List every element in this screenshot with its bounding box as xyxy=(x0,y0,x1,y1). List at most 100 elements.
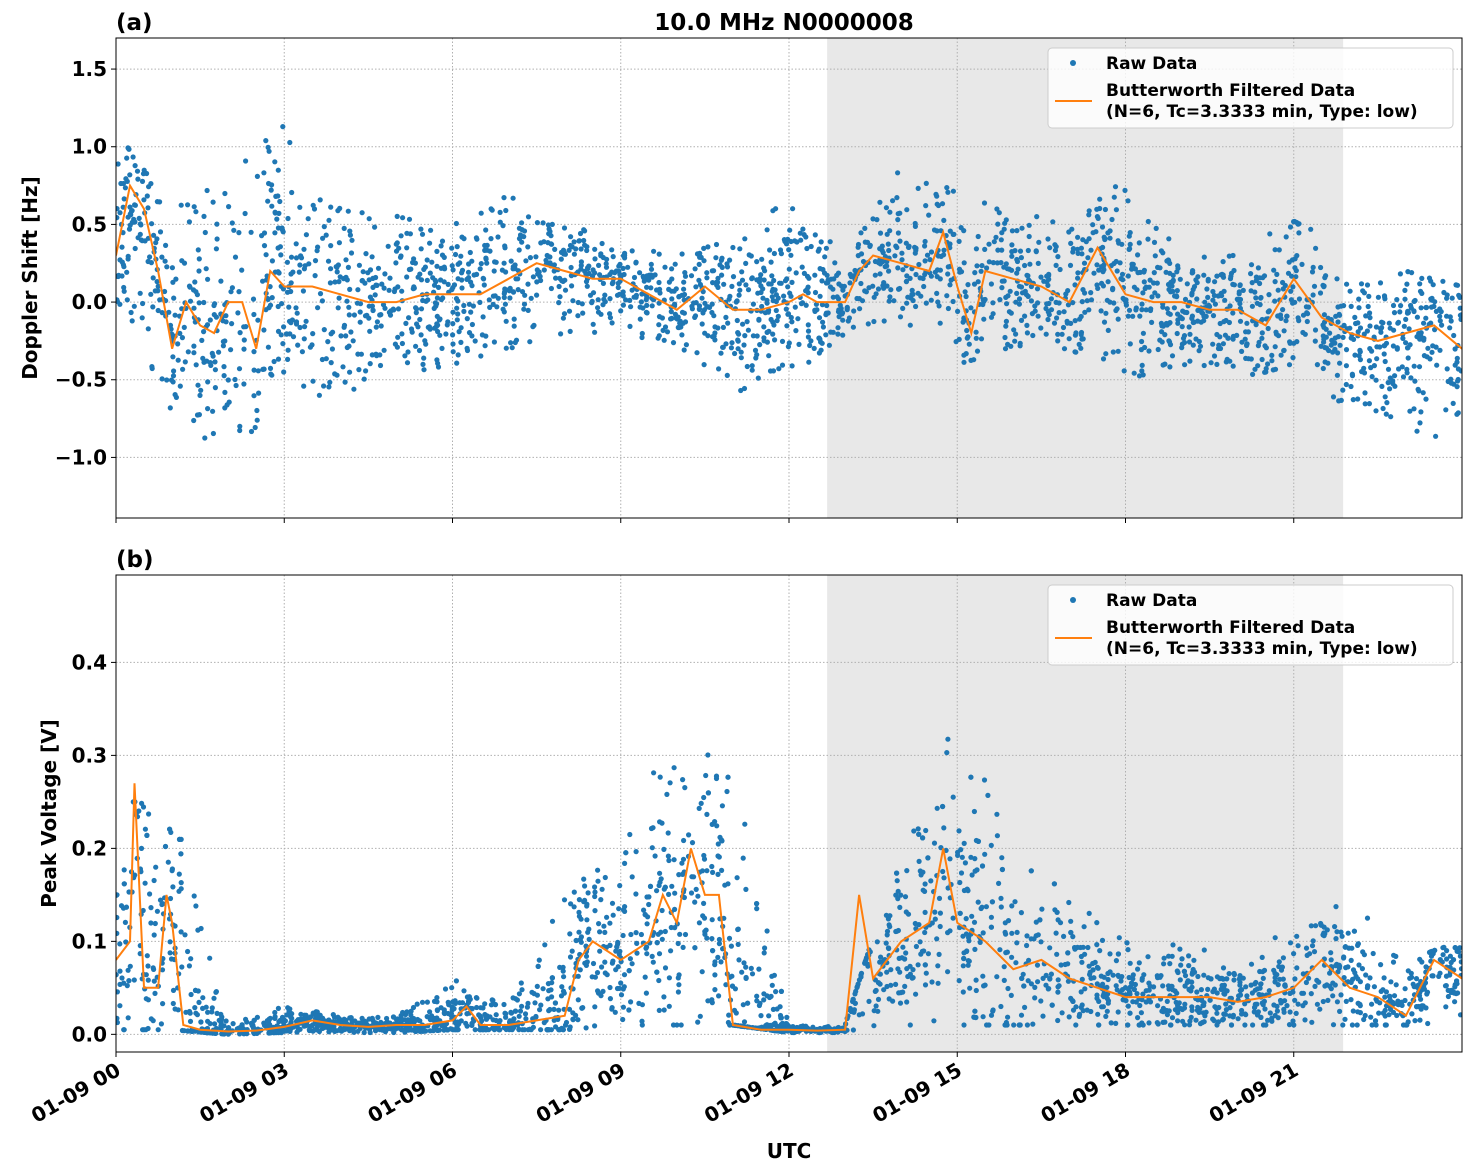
raw-data-point xyxy=(1135,270,1141,276)
raw-data-point xyxy=(317,197,323,203)
raw-data-point xyxy=(338,333,344,339)
raw-data-point xyxy=(1439,322,1445,328)
raw-data-point xyxy=(1137,313,1143,319)
raw-data-point xyxy=(1079,976,1085,983)
raw-data-point xyxy=(1160,362,1166,368)
raw-data-point xyxy=(1405,308,1411,314)
raw-data-point xyxy=(408,1027,415,1033)
raw-data-point xyxy=(885,241,891,247)
raw-data-point xyxy=(1190,286,1196,293)
raw-data-point xyxy=(656,251,662,257)
raw-data-point xyxy=(1338,303,1344,309)
raw-data-point xyxy=(132,202,138,208)
raw-data-point xyxy=(709,309,715,316)
raw-data-point xyxy=(363,251,369,257)
raw-data-point xyxy=(704,811,710,818)
raw-data-point xyxy=(1038,274,1044,280)
raw-data-point xyxy=(709,936,715,942)
raw-data-point xyxy=(435,1027,441,1033)
raw-data-point xyxy=(212,1021,218,1027)
raw-data-point xyxy=(1119,271,1126,277)
raw-data-point xyxy=(1016,296,1023,302)
raw-data-point xyxy=(955,308,961,314)
raw-data-point xyxy=(148,905,154,911)
raw-data-point xyxy=(503,207,509,214)
raw-data-point xyxy=(579,301,585,307)
raw-data-point xyxy=(232,254,239,260)
raw-data-point xyxy=(661,846,667,853)
raw-data-point xyxy=(941,247,947,253)
raw-data-point xyxy=(1249,280,1255,286)
raw-data-point xyxy=(1125,313,1131,319)
raw-data-point xyxy=(773,292,780,298)
raw-data-point xyxy=(489,997,495,1003)
raw-data-point xyxy=(532,1000,538,1006)
raw-data-point xyxy=(745,327,752,333)
raw-data-point xyxy=(1125,273,1131,279)
raw-data-point xyxy=(629,248,635,254)
raw-data-point xyxy=(1111,194,1117,200)
raw-data-point xyxy=(998,1003,1004,1010)
raw-data-point xyxy=(1145,954,1151,960)
raw-data-point xyxy=(633,260,639,266)
raw-data-point xyxy=(1433,433,1439,439)
raw-data-point xyxy=(609,900,616,906)
raw-data-point xyxy=(1175,1003,1181,1009)
raw-data-point xyxy=(923,300,929,306)
raw-data-point xyxy=(1418,409,1424,415)
raw-data-point xyxy=(116,1015,120,1021)
raw-data-point xyxy=(275,193,281,199)
raw-data-point xyxy=(450,321,456,327)
raw-data-point xyxy=(477,1013,483,1019)
raw-data-point xyxy=(652,272,658,278)
raw-data-point xyxy=(1059,1010,1065,1016)
raw-data-point xyxy=(1228,273,1234,279)
raw-data-point xyxy=(713,773,720,779)
raw-data-point xyxy=(1140,330,1146,336)
raw-data-point xyxy=(1011,1022,1017,1028)
raw-data-point xyxy=(301,266,307,272)
raw-data-point xyxy=(1100,356,1107,362)
raw-data-point xyxy=(768,259,774,265)
raw-data-point xyxy=(1201,362,1207,369)
raw-data-point xyxy=(285,215,291,222)
raw-data-point xyxy=(714,823,720,829)
raw-data-point xyxy=(945,305,952,312)
raw-data-point xyxy=(431,282,438,288)
raw-data-point xyxy=(1447,964,1453,970)
raw-data-point xyxy=(116,892,120,898)
raw-data-point xyxy=(923,827,929,834)
raw-data-point xyxy=(297,324,303,331)
raw-data-point xyxy=(1414,428,1420,434)
raw-data-point xyxy=(229,321,235,327)
raw-data-point xyxy=(140,804,147,810)
raw-data-point xyxy=(540,220,546,226)
raw-data-point xyxy=(883,205,890,211)
raw-data-point xyxy=(1075,234,1081,240)
raw-data-point xyxy=(1201,254,1207,260)
raw-data-point xyxy=(1230,310,1236,316)
raw-data-point xyxy=(116,930,120,936)
raw-data-point xyxy=(287,139,293,146)
raw-data-point xyxy=(749,367,755,373)
raw-data-point xyxy=(266,180,272,187)
raw-data-point xyxy=(610,912,616,918)
raw-data-point xyxy=(1249,990,1255,996)
raw-data-point xyxy=(1153,225,1159,231)
raw-data-point xyxy=(272,230,278,236)
raw-data-point xyxy=(294,310,300,316)
raw-data-point xyxy=(1373,408,1379,414)
raw-data-point xyxy=(935,299,941,305)
raw-data-point xyxy=(679,309,686,315)
raw-data-point xyxy=(823,310,830,316)
raw-data-point xyxy=(1438,309,1444,315)
raw-data-point xyxy=(148,291,154,297)
raw-data-point xyxy=(127,211,133,217)
raw-data-point xyxy=(1182,973,1189,979)
raw-data-point xyxy=(1257,280,1263,287)
raw-data-point xyxy=(218,278,224,284)
raw-data-point xyxy=(466,301,472,307)
raw-data-point xyxy=(429,259,435,265)
raw-data-point xyxy=(761,991,767,997)
raw-data-point xyxy=(326,217,332,223)
